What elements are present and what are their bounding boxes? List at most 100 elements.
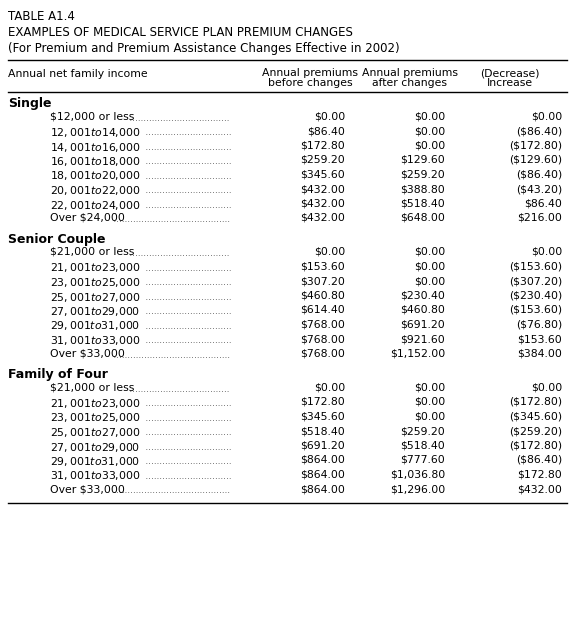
Text: $20,001 to $22,000: $20,001 to $22,000 [50,184,140,197]
Text: $648.00: $648.00 [400,213,445,223]
Text: $0.00: $0.00 [531,247,562,257]
Text: $691.20: $691.20 [300,440,345,450]
Text: $0.00: $0.00 [414,397,445,407]
Text: Over $24,000: Over $24,000 [50,213,125,223]
Text: $16,001 to $18,000: $16,001 to $18,000 [50,155,140,168]
Text: $14,001 to $16,000: $14,001 to $16,000 [50,141,140,153]
Text: $777.60: $777.60 [400,455,445,465]
Text: $0.00: $0.00 [414,141,445,151]
Text: $29,001 to $31,000: $29,001 to $31,000 [50,320,140,333]
Text: $460.80: $460.80 [300,290,345,300]
Text: Senior Couple: Senior Couple [8,232,105,245]
Text: ($153.60): ($153.60) [509,262,562,272]
Text: $21,000 or less: $21,000 or less [50,247,135,257]
Text: $25,001 to $27,000: $25,001 to $27,000 [50,290,140,303]
Text: TABLE A1.4: TABLE A1.4 [8,10,75,23]
Text: EXAMPLES OF MEDICAL SERVICE PLAN PREMIUM CHANGES: EXAMPLES OF MEDICAL SERVICE PLAN PREMIUM… [8,26,353,39]
Text: ($230.40): ($230.40) [509,290,562,300]
Text: ($259.20): ($259.20) [509,426,562,436]
Text: ($172.80): ($172.80) [509,141,562,151]
Text: ($86.40): ($86.40) [516,126,562,136]
Text: $31,001 to $33,000: $31,001 to $33,000 [50,470,140,482]
Text: $518.40: $518.40 [400,199,445,209]
Text: $21,000 or less: $21,000 or less [50,383,135,392]
Text: $0.00: $0.00 [314,247,345,257]
Text: $768.00: $768.00 [300,348,345,358]
Text: $432.00: $432.00 [300,199,345,209]
Text: ($76.80): ($76.80) [516,320,562,330]
Text: $0.00: $0.00 [531,383,562,392]
Text: $23,001 to $25,000: $23,001 to $25,000 [50,412,140,424]
Text: Over $33,000: Over $33,000 [50,484,125,494]
Text: $25,001 to $27,000: $25,001 to $27,000 [50,426,140,439]
Text: $1,296.00: $1,296.00 [390,484,445,494]
Text: $345.60: $345.60 [300,169,345,179]
Text: $768.00: $768.00 [300,320,345,330]
Text: $0.00: $0.00 [414,412,445,422]
Text: $12,000 or less: $12,000 or less [50,112,135,121]
Text: $153.60: $153.60 [300,262,345,272]
Text: $691.20: $691.20 [400,320,445,330]
Text: $0.00: $0.00 [414,112,445,121]
Text: ($43.20): ($43.20) [516,184,562,194]
Text: before changes: before changes [268,78,352,88]
Text: $0.00: $0.00 [531,112,562,121]
Text: $0.00: $0.00 [414,126,445,136]
Text: $259.20: $259.20 [400,426,445,436]
Text: $129.60: $129.60 [400,155,445,165]
Text: $172.80: $172.80 [300,141,345,151]
Text: $921.60: $921.60 [400,334,445,344]
Text: Annual premiums: Annual premiums [262,68,358,78]
Text: $31,001 to $33,000: $31,001 to $33,000 [50,334,140,347]
Text: $172.80: $172.80 [300,397,345,407]
Text: $21,001 to $23,000: $21,001 to $23,000 [50,397,140,410]
Text: Annual premiums: Annual premiums [362,68,458,78]
Text: (For Premium and Premium Assistance Changes Effective in 2002): (For Premium and Premium Assistance Chan… [8,42,400,55]
Text: $460.80: $460.80 [400,305,445,315]
Text: $768.00: $768.00 [300,334,345,344]
Text: Increase: Increase [487,78,533,88]
Text: Over $33,000: Over $33,000 [50,348,125,358]
Text: $86.40: $86.40 [524,199,562,209]
Text: $18,001 to $20,000: $18,001 to $20,000 [50,169,140,183]
Text: $12,001 to $14,000: $12,001 to $14,000 [50,126,140,139]
Text: $432.00: $432.00 [517,484,562,494]
Text: $259.20: $259.20 [400,169,445,179]
Text: $345.60: $345.60 [300,412,345,422]
Text: $864.00: $864.00 [300,470,345,480]
Text: Annual net family income: Annual net family income [8,69,148,79]
Text: $432.00: $432.00 [300,213,345,223]
Text: $1,152.00: $1,152.00 [390,348,445,358]
Text: ($86.40): ($86.40) [516,169,562,179]
Text: $21,001 to $23,000: $21,001 to $23,000 [50,262,140,275]
Text: $518.40: $518.40 [300,426,345,436]
Text: $0.00: $0.00 [414,276,445,286]
Text: after changes: after changes [373,78,447,88]
Text: ($307.20): ($307.20) [509,276,562,286]
Text: $153.60: $153.60 [518,334,562,344]
Text: $172.80: $172.80 [518,470,562,480]
Text: ($172.80): ($172.80) [509,397,562,407]
Text: $0.00: $0.00 [414,383,445,392]
Text: ($153.60): ($153.60) [509,305,562,315]
Text: $29,001 to $31,000: $29,001 to $31,000 [50,455,140,468]
Text: $22,001 to $24,000: $22,001 to $24,000 [50,199,140,211]
Text: $23,001 to $25,000: $23,001 to $25,000 [50,276,140,289]
Text: $307.20: $307.20 [300,276,345,286]
Text: (Decrease): (Decrease) [480,68,540,78]
Text: $230.40: $230.40 [400,290,445,300]
Text: $86.40: $86.40 [307,126,345,136]
Text: $864.00: $864.00 [300,455,345,465]
Text: $216.00: $216.00 [517,213,562,223]
Text: $0.00: $0.00 [414,247,445,257]
Text: ($86.40): ($86.40) [516,455,562,465]
Text: $384.00: $384.00 [517,348,562,358]
Text: $864.00: $864.00 [300,484,345,494]
Text: $0.00: $0.00 [314,383,345,392]
Text: Family of Four: Family of Four [8,368,108,381]
Text: $259.20: $259.20 [300,155,345,165]
Text: ($129.60): ($129.60) [509,155,562,165]
Text: $518.40: $518.40 [400,440,445,450]
Text: Single: Single [8,97,52,110]
Text: $0.00: $0.00 [314,112,345,121]
